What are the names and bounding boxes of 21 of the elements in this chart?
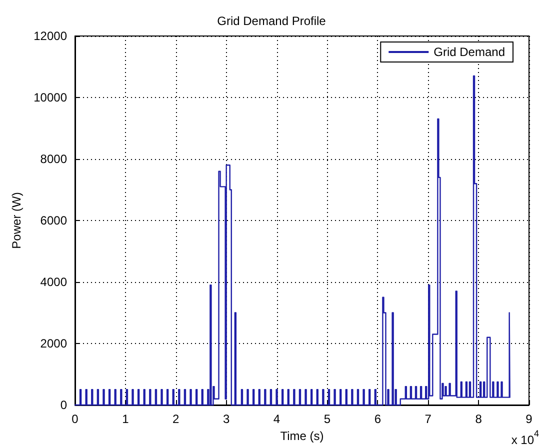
x-tick-label: 8: [475, 412, 482, 426]
y-tick-label: 4000: [40, 275, 68, 289]
x-tick-label: 3: [222, 412, 230, 426]
y-tick-label: 0: [60, 398, 68, 412]
x-tick-label: 9: [526, 412, 533, 426]
x-tick-label: 6: [374, 412, 382, 426]
legend-label: Grid Demand: [434, 45, 506, 59]
x-tick-label: 5: [324, 412, 331, 426]
y-tick-label: 10000: [34, 90, 68, 104]
y-tick-label: 2000: [40, 336, 68, 350]
x-tick-label: 4: [273, 412, 280, 426]
y-tick-label: 8000: [40, 152, 68, 166]
x-tick-label: 7: [424, 412, 432, 426]
x-tick-label: 0: [72, 412, 79, 426]
chart-title: Grid Demand Profile: [217, 14, 326, 28]
y-tick-label: 6000: [40, 214, 68, 228]
x-tick-label: 1: [122, 412, 130, 426]
x-axis-title: Time (s): [280, 428, 324, 443]
y-tick-label: 12000: [34, 29, 68, 43]
x-tick-label: 2: [172, 412, 180, 426]
y-axis-title: Power (W): [10, 192, 24, 249]
